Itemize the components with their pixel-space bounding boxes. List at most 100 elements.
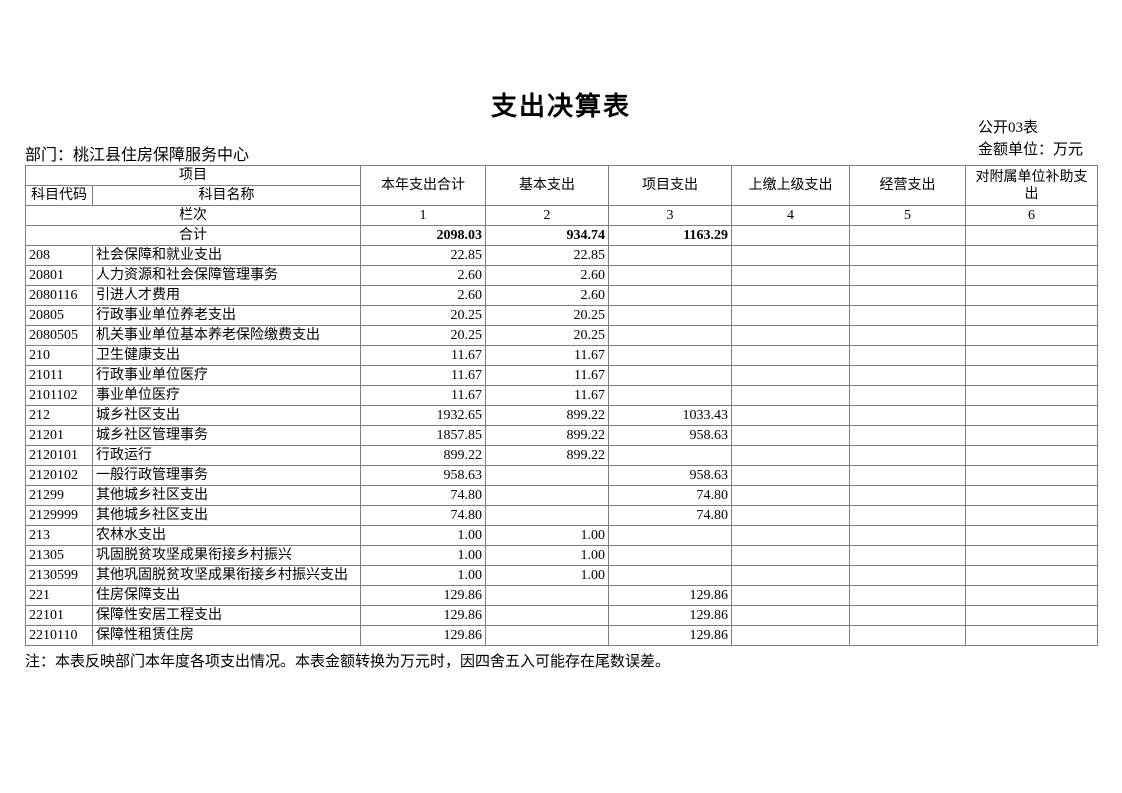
amount-cell [731,485,850,506]
amount-cell [849,485,966,506]
amount-cell [849,545,966,566]
amount-cell: 74.80 [360,505,486,526]
column-index: 6 [965,205,1098,226]
amount-cell: 2.60 [485,285,609,306]
amount-cell [731,565,850,586]
amount-cell [731,405,850,426]
amount-cell [849,525,966,546]
total-amount-cell [849,225,966,246]
amount-cell [965,445,1098,466]
amount-cell: 129.86 [608,625,732,646]
subject-code-cell: 21011 [25,365,93,386]
amount-cell: 129.86 [360,625,486,646]
amount-cell [731,425,850,446]
table-row: 2080505 机关事业单位基本养老保险缴费支出 20.25 20.25 [25,325,1098,346]
amount-cell: 1.00 [485,525,609,546]
amount-cell [731,625,850,646]
header-col-subsidy: 对附属单位补助支出 [965,165,1098,206]
subject-code-cell: 22101 [25,605,93,626]
amount-cell [731,345,850,366]
amount-cell [849,625,966,646]
amount-cell [608,345,732,366]
amount-cell [731,465,850,486]
amount-cell: 11.67 [360,365,486,386]
amount-cell: 1.00 [360,525,486,546]
amount-cell [965,425,1098,446]
amount-cell [485,485,609,506]
amount-cell [849,325,966,346]
subject-code-cell: 20801 [25,265,93,286]
amount-cell: 22.85 [485,245,609,266]
amount-cell: 20.25 [360,325,486,346]
amount-cell [849,405,966,426]
amount-cell [485,465,609,486]
table-row: 22101 保障性安居工程支出 129.86 129.86 [25,605,1098,626]
header-col-basic: 基本支出 [485,165,609,206]
amount-cell [608,265,732,286]
column-index: 4 [731,205,850,226]
subject-code-cell: 2129999 [25,505,93,526]
subject-code-cell: 21299 [25,485,93,506]
subject-code-cell: 2080505 [25,325,93,346]
subject-code-cell: 212 [25,405,93,426]
amount-cell [849,605,966,626]
column-index: 2 [485,205,609,226]
subject-code-cell: 2120101 [25,445,93,466]
amount-cell [731,545,850,566]
amount-cell [731,605,850,626]
amount-cell [485,605,609,626]
subject-name-cell: 城乡社区管理事务 [92,425,361,446]
subject-name-cell: 其他城乡社区支出 [92,485,361,506]
amount-cell [608,525,732,546]
subject-name-cell: 一般行政管理事务 [92,465,361,486]
footnote: 注：本表反映部门本年度各项支出情况。本表金额转换为万元时，因四舍五入可能存在尾数… [25,654,671,670]
amount-cell [965,305,1098,326]
table-row: 213 农林水支出 1.00 1.00 [25,525,1098,546]
header-row-1: 项目 本年支出合计 基本支出 项目支出 上缴上级支出 经营支出 对附属单位补助支… [25,165,1098,206]
table-row: 20801 人力资源和社会保障管理事务 2.60 2.60 [25,265,1098,286]
subject-code-cell: 208 [25,245,93,266]
amount-cell: 899.22 [485,425,609,446]
header-col-total: 本年支出合计 [360,165,486,206]
amount-cell: 129.86 [360,585,486,606]
amount-cell [608,305,732,326]
form-meta: 公开03表 金额单位：万元 [978,117,1083,161]
table-row: 2080116 引进人才费用 2.60 2.60 [25,285,1098,306]
lanci-label: 栏次 [25,205,361,226]
subject-code-cell: 2120102 [25,465,93,486]
subject-name-cell: 保障性安居工程支出 [92,605,361,626]
amount-cell: 899.22 [485,405,609,426]
subject-code-cell: 21305 [25,545,93,566]
amount-cell [965,625,1098,646]
subject-name-cell: 其他巩固脱贫攻坚成果衔接乡村振兴支出 [92,565,361,586]
subject-name-cell: 社会保障和就业支出 [92,245,361,266]
table-row: 2129999 其他城乡社区支出 74.80 74.80 [25,505,1098,526]
amount-cell: 1.00 [360,545,486,566]
table-row: 221 住房保障支出 129.86 129.86 [25,585,1098,606]
subject-name-cell: 行政运行 [92,445,361,466]
column-index: 3 [608,205,732,226]
header-project-group: 项目 [25,165,361,186]
subject-code-cell: 21201 [25,425,93,446]
form-number-label: 公开03表 [978,120,1039,136]
amount-cell [965,405,1098,426]
table-row: 20805 行政事业单位养老支出 20.25 20.25 [25,305,1098,326]
amount-cell [849,505,966,526]
subject-code-cell: 2210110 [25,625,93,646]
subject-name-cell: 机关事业单位基本养老保险缴费支出 [92,325,361,346]
amount-cell: 20.25 [360,305,486,326]
amount-cell: 129.86 [608,605,732,626]
subject-code-cell: 2101102 [25,385,93,406]
amount-cell: 11.67 [360,345,486,366]
amount-cell [608,325,732,346]
amount-cell: 74.80 [360,485,486,506]
amount-cell [849,425,966,446]
subject-name-cell: 事业单位医疗 [92,385,361,406]
subject-code-cell: 2080116 [25,285,93,306]
amount-cell [849,265,966,286]
table-row: 212 城乡社区支出 1932.65 899.22 1033.43 [25,405,1098,426]
amount-cell [965,525,1098,546]
amount-cell: 1932.65 [360,405,486,426]
amount-cell: 1.00 [485,545,609,566]
